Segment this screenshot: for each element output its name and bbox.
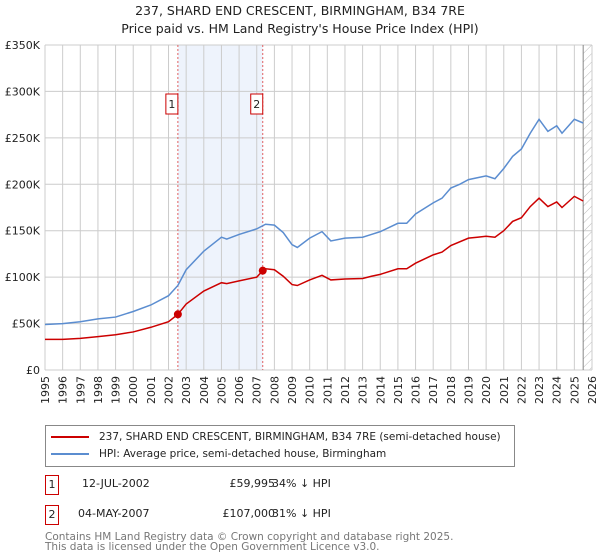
sale-badge-box [250, 93, 264, 115]
plot-area: 1995 1996 1997 1998 1999 2000 2001 2002 2003 2004… [5, 39, 599, 404]
sale-point [258, 266, 267, 275]
x-tick-label: 2000 [127, 376, 140, 404]
sale-badge-label: 2 [253, 98, 260, 111]
sale-date: 12-JUL-2002 [82, 477, 150, 490]
legend-item-hpi: HPI: Average price, semi-detached house,… [51, 445, 386, 463]
y-tick-label: £150K [5, 225, 41, 238]
x-tick-label: 2013 [357, 376, 370, 404]
x-tick-label: 2005 [215, 376, 228, 404]
sale-period-shading [177, 45, 263, 370]
sale-price: £107,000 [222, 507, 276, 520]
legend-item-property: 237, SHARD END CRESCENT, BIRMINGHAM, B34… [51, 428, 501, 446]
x-tick-label: 2008 [268, 376, 281, 404]
x-tick-label: 1997 [74, 376, 87, 404]
y-tick-label: £0 [26, 364, 40, 377]
hpi-series-line [44, 117, 584, 326]
x-tick-label: 2015 [392, 376, 405, 404]
sale-badge-box [165, 93, 179, 115]
x-tick-label: 2025 [568, 376, 581, 404]
x-tick-label: 2020 [480, 376, 493, 404]
x-tick-label: 2011 [321, 376, 334, 404]
y-tick-label: £250K [5, 132, 41, 145]
sale-badge-label: 1 [168, 98, 175, 111]
legend-swatch-blue [51, 453, 89, 455]
x-tick-label: 2016 [410, 376, 423, 404]
x-tick-label: 2021 [498, 376, 511, 404]
sale-hpi-diff: 31% ↓ HPI [272, 507, 331, 520]
y-tick-label: £100K [5, 271, 41, 284]
x-tick-label: 1995 [39, 376, 52, 404]
footer-licence: This data is licensed under the Open Gov… [45, 541, 380, 553]
sale-point [173, 310, 182, 319]
x-tick-label: 2026 [586, 376, 599, 404]
legend-swatch-red [51, 436, 89, 438]
x-tick-label: 2009 [286, 376, 299, 404]
x-tick-label: 2014 [374, 376, 387, 404]
footer-copyright: Contains HM Land Registry data © Crown c… [45, 531, 454, 543]
x-tick-label: 2023 [533, 376, 546, 404]
sale-badge: 2 [45, 505, 59, 525]
legend-label: HPI: Average price, semi-detached house,… [99, 448, 387, 460]
sale-price: £59,995 [229, 477, 276, 490]
forecast-hatch [583, 45, 592, 370]
legend-label: 237, SHARD END CRESCENT, BIRMINGHAM, B34… [99, 431, 501, 443]
sale-date: 04-MAY-2007 [78, 507, 150, 520]
property-series-line [45, 195, 584, 341]
x-tick-label: 1999 [110, 376, 123, 404]
sale-hpi-diff: 34% ↓ HPI [272, 477, 331, 490]
x-tick-label: 2024 [551, 376, 564, 404]
chart-title: 237, SHARD END CRESCENT, BIRMINGHAM, B34… [135, 3, 465, 18]
x-tick-label: 2001 [145, 376, 158, 404]
x-tick-label: 2019 [462, 376, 475, 404]
y-tick-label: £350K [5, 39, 41, 52]
x-tick-label: 2018 [445, 376, 458, 404]
chart-subtitle: Price paid vs. HM Land Registry's House … [121, 21, 479, 36]
x-tick-label: 2007 [251, 376, 264, 404]
x-tick-label: 2006 [233, 376, 246, 404]
legend: 237, SHARD END CRESCENT, BIRMINGHAM, B34… [45, 425, 515, 467]
y-tick-label: £200K [5, 178, 41, 191]
x-tick-label: 2004 [198, 376, 211, 404]
sale-badge: 1 [45, 475, 59, 495]
x-tick-label: 1996 [57, 376, 70, 404]
x-tick-label: 2003 [180, 376, 193, 404]
x-tick-label: 2017 [427, 376, 440, 404]
x-tick-label: 2012 [339, 376, 352, 404]
y-tick-label: £50K [12, 318, 41, 331]
x-tick-label: 2010 [304, 376, 317, 404]
x-tick-label: 1998 [92, 376, 105, 404]
x-tick-label: 2022 [515, 376, 528, 404]
x-tick-label: 2002 [163, 376, 176, 404]
y-tick-label: £300K [5, 85, 41, 98]
